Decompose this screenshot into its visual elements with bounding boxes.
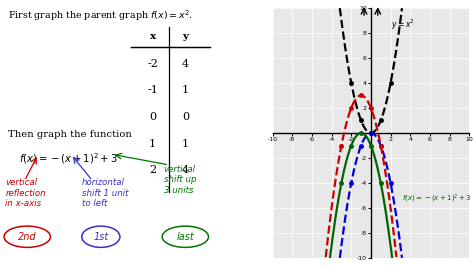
Text: $y = x^2$: $y = x^2$ bbox=[391, 18, 414, 32]
Text: y: y bbox=[182, 32, 188, 41]
Text: last: last bbox=[176, 232, 194, 242]
Text: 4: 4 bbox=[182, 165, 189, 175]
Text: -2: -2 bbox=[147, 59, 158, 69]
Text: 2nd: 2nd bbox=[18, 232, 36, 242]
Text: 0: 0 bbox=[182, 112, 189, 122]
Text: 1st: 1st bbox=[93, 232, 109, 242]
Text: 1: 1 bbox=[182, 85, 189, 95]
Text: 1: 1 bbox=[149, 139, 156, 149]
Text: vertical
shift up
3 units: vertical shift up 3 units bbox=[164, 165, 196, 195]
Text: $f(x) = -(x+1)^2 + 3$: $f(x) = -(x+1)^2 + 3$ bbox=[19, 152, 118, 167]
Text: Then graph the function: Then graph the function bbox=[8, 130, 132, 139]
Text: 0: 0 bbox=[149, 112, 156, 122]
Text: 1: 1 bbox=[182, 139, 189, 149]
Text: $f(x) = -(x+1)^2+3$: $f(x) = -(x+1)^2+3$ bbox=[402, 193, 472, 205]
Text: -1: -1 bbox=[147, 85, 158, 95]
Text: vertical
reflection
in x-axis: vertical reflection in x-axis bbox=[5, 178, 46, 208]
Text: horizontal
shift 1 unit
to left: horizontal shift 1 unit to left bbox=[82, 178, 128, 208]
Text: 4: 4 bbox=[182, 59, 189, 69]
Text: x: x bbox=[150, 32, 155, 41]
Text: First graph the parent graph $f(x) = x^2$.: First graph the parent graph $f(x) = x^2… bbox=[8, 8, 193, 23]
Text: 2: 2 bbox=[149, 165, 156, 175]
